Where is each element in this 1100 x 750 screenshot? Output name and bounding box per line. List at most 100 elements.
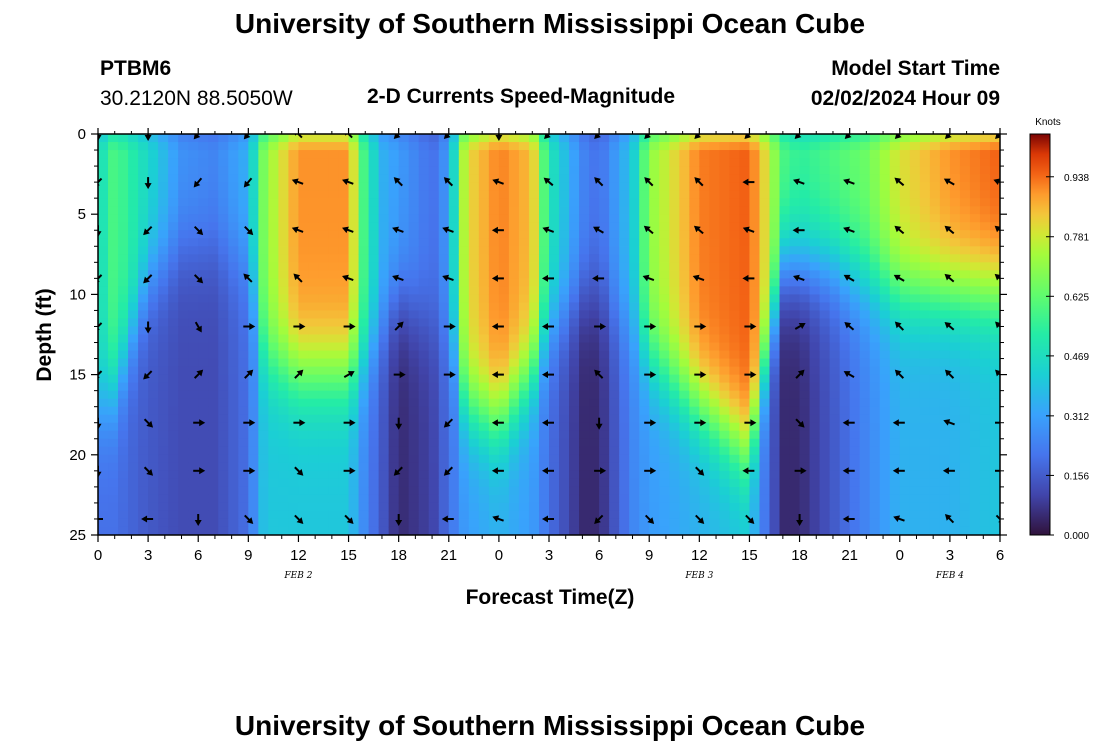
heatmap-cell bbox=[368, 214, 380, 223]
heatmap-cell bbox=[769, 142, 781, 151]
heatmap-cell bbox=[949, 526, 961, 535]
heatmap-cell bbox=[118, 190, 129, 199]
heatmap-cell bbox=[629, 438, 640, 448]
heatmap-cell bbox=[218, 526, 229, 535]
heatmap-cell bbox=[639, 494, 650, 504]
heatmap-cell bbox=[98, 270, 109, 279]
heatmap-cell bbox=[609, 174, 620, 183]
heatmap-cell bbox=[348, 206, 360, 215]
heatmap-cell bbox=[228, 470, 239, 480]
heatmap-cell bbox=[268, 278, 279, 287]
heatmap-cell bbox=[619, 350, 630, 360]
current-arrow bbox=[694, 323, 707, 330]
heatmap-cell bbox=[358, 462, 370, 472]
heatmap-cell bbox=[278, 342, 290, 352]
heatmap-cell bbox=[929, 430, 941, 440]
heatmap-cell bbox=[909, 142, 921, 151]
heatmap-cell bbox=[599, 214, 610, 223]
heatmap-cell bbox=[899, 526, 911, 535]
heatmap-cell bbox=[759, 142, 771, 151]
heatmap-cell bbox=[528, 222, 540, 231]
heatmap-cell bbox=[879, 422, 891, 432]
heatmap-cell bbox=[679, 398, 690, 408]
heatmap-cell bbox=[438, 518, 450, 528]
heatmap-cell bbox=[508, 406, 520, 416]
heatmap-cell bbox=[168, 198, 179, 207]
heatmap-cell bbox=[148, 518, 159, 528]
heatmap-cell bbox=[168, 262, 179, 271]
heatmap-cell bbox=[268, 350, 279, 360]
heatmap-cell bbox=[428, 310, 440, 320]
heatmap-cell bbox=[178, 150, 189, 159]
heatmap-cell bbox=[518, 398, 530, 408]
heatmap-cell bbox=[408, 446, 420, 456]
current-arrow bbox=[795, 369, 805, 379]
heatmap-cell bbox=[218, 294, 229, 304]
model-start-value: 02/02/2024 Hour 09 bbox=[810, 87, 1000, 110]
heatmap-cell bbox=[829, 294, 841, 304]
heatmap-cell bbox=[258, 398, 269, 408]
heatmap-cell bbox=[458, 166, 470, 175]
heatmap-cell bbox=[659, 470, 670, 480]
heatmap-cell bbox=[709, 142, 720, 151]
heatmap-cell bbox=[268, 398, 279, 408]
heatmap-cell bbox=[559, 406, 570, 416]
heatmap-cell bbox=[128, 382, 139, 392]
heatmap-cell bbox=[729, 438, 741, 448]
heatmap-cell bbox=[298, 270, 310, 279]
heatmap-cell bbox=[759, 374, 771, 384]
heatmap-cell bbox=[428, 166, 440, 175]
heatmap-cell bbox=[579, 182, 590, 191]
heatmap-cell bbox=[238, 398, 249, 408]
heatmap-cell bbox=[248, 310, 259, 320]
heatmap-cell bbox=[609, 310, 620, 320]
heatmap-cell bbox=[989, 158, 1000, 167]
heatmap-cell bbox=[268, 342, 279, 352]
heatmap-cell bbox=[508, 254, 520, 263]
current-arrow bbox=[193, 225, 204, 236]
heatmap-cell bbox=[198, 334, 209, 344]
heatmap-cell bbox=[809, 478, 821, 488]
heatmap-cell bbox=[318, 478, 330, 488]
heatmap-cell bbox=[919, 342, 931, 352]
heatmap-cell bbox=[849, 510, 861, 520]
heatmap-cell bbox=[348, 494, 360, 504]
heatmap-cell bbox=[659, 430, 670, 440]
current-arrow bbox=[98, 465, 102, 478]
heatmap-cell bbox=[769, 150, 781, 159]
heatmap-cell bbox=[538, 150, 550, 159]
heatmap-cell bbox=[188, 438, 199, 448]
heatmap-cell bbox=[829, 254, 841, 263]
heatmap-cell bbox=[879, 366, 891, 376]
heatmap-cell bbox=[478, 150, 490, 159]
heatmap-cell bbox=[178, 262, 189, 271]
heatmap-cell bbox=[418, 390, 430, 400]
heatmap-cell bbox=[528, 254, 540, 263]
heatmap-cell bbox=[729, 318, 741, 328]
heatmap-cell bbox=[869, 158, 881, 167]
heatmap-cell bbox=[358, 190, 370, 199]
heatmap-cell bbox=[258, 206, 269, 215]
heatmap-cell bbox=[228, 462, 239, 472]
heatmap-cell bbox=[328, 222, 340, 231]
current-arrow bbox=[595, 417, 603, 430]
heatmap-cell bbox=[569, 414, 580, 424]
heatmap-cell bbox=[869, 374, 881, 384]
heatmap-cell bbox=[188, 222, 199, 231]
heatmap-cell bbox=[579, 422, 590, 432]
heatmap-cell bbox=[769, 318, 781, 328]
heatmap-cell bbox=[989, 382, 1000, 392]
heatmap-cell bbox=[709, 158, 720, 167]
heatmap-cell bbox=[498, 270, 510, 279]
heatmap-cell bbox=[849, 462, 861, 472]
heatmap-cell bbox=[368, 302, 380, 312]
heatmap-cell bbox=[348, 270, 360, 279]
heatmap-cell bbox=[649, 462, 660, 472]
heatmap-cell bbox=[278, 278, 290, 287]
heatmap-cell bbox=[518, 150, 530, 159]
heatmap-cell bbox=[258, 222, 269, 231]
heatmap-cell bbox=[308, 430, 320, 440]
heatmap-cell bbox=[949, 334, 961, 344]
heatmap-cell bbox=[919, 430, 931, 440]
heatmap-cell bbox=[528, 238, 540, 247]
